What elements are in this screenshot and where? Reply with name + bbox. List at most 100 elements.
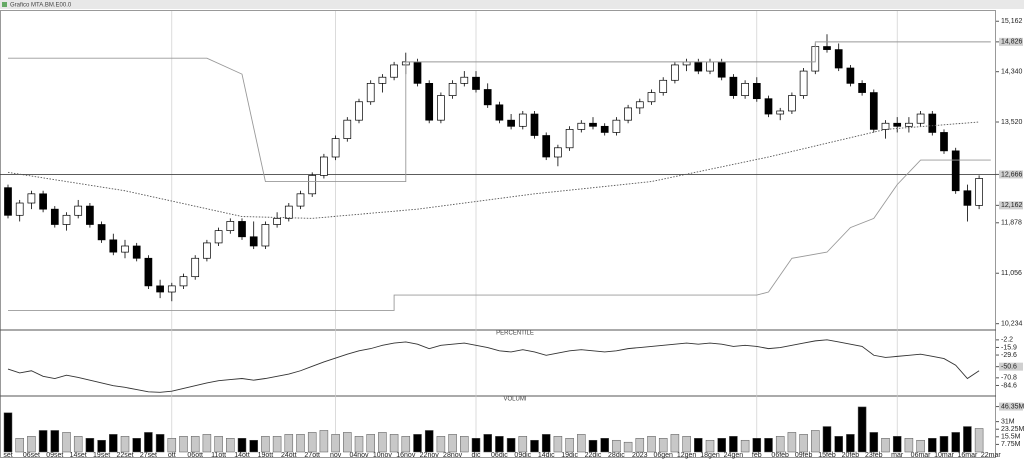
tick-box [999, 362, 1023, 371]
volume-bar [284, 434, 294, 453]
y-tick-label: 10,234 [1001, 321, 1023, 328]
volume-bar [787, 432, 797, 453]
candle-body [308, 175, 317, 195]
x-tick-label: 06ott [187, 452, 203, 459]
volume-bar [27, 436, 36, 453]
volume-bar [62, 432, 71, 453]
candle-body [132, 245, 141, 259]
volume-bar [822, 426, 832, 453]
candle-body [86, 205, 94, 225]
volume-bar [857, 406, 867, 453]
x-tick-label: 24gen [724, 452, 744, 459]
candle-body [179, 276, 188, 287]
candle-body [916, 113, 925, 124]
x-tick-label: 14set [70, 452, 87, 459]
candle-body [975, 178, 983, 206]
x-tick-label: ott [168, 452, 176, 459]
volume-bar [495, 436, 504, 453]
volume-bar [881, 438, 890, 453]
x-tick-label: 10mar [934, 452, 955, 459]
y-tick-label: -84.6 [1001, 382, 1017, 389]
candle-body [226, 221, 235, 231]
volume-bar [506, 438, 516, 453]
volume-bar [612, 439, 621, 453]
volume-bar [834, 436, 843, 453]
volume-bar [565, 438, 574, 453]
x-tick-label: 19dic [561, 452, 578, 459]
candle-body [542, 135, 551, 158]
y-tick-label: 11,056 [1001, 270, 1022, 277]
volume-bar [424, 430, 434, 453]
candle-body [940, 132, 948, 152]
x-tick-label: 14ott [234, 452, 250, 459]
volume-bar [717, 438, 726, 453]
candle-body [694, 61, 703, 72]
candle-body [905, 122, 913, 127]
candle-body [530, 113, 539, 136]
x-tick-label: 22mar [981, 452, 1002, 459]
volume-bar [179, 436, 188, 453]
tick-box [999, 201, 1023, 210]
candle-body [144, 257, 153, 287]
volume-bar [541, 434, 551, 453]
title-bar [0, 0, 1024, 9]
x-tick-label: dic [472, 452, 481, 459]
y-tick-label: -15.9 [1001, 344, 1017, 351]
candle-body [624, 107, 632, 121]
x-tick-label: 22nov [420, 452, 440, 459]
candle-body [869, 92, 878, 130]
candle-body [203, 242, 211, 259]
x-tick-label: 11ott [211, 452, 226, 459]
x-tick-label: 09feb [795, 452, 813, 459]
tick-box [999, 37, 1023, 46]
volume-bar [705, 439, 715, 453]
candle-body [320, 156, 328, 176]
candle-body [273, 218, 281, 225]
candle-body [659, 79, 668, 93]
candle-body [121, 245, 129, 253]
candle-body [331, 138, 340, 158]
x-tick-label: 27ott [304, 452, 320, 459]
candle-body [600, 125, 609, 133]
volume-bar [483, 434, 492, 453]
volume-bar [237, 438, 247, 453]
volume-bar [740, 439, 750, 453]
volume-bar [471, 438, 481, 453]
x-tick-label: nov [330, 452, 342, 459]
candle-body [39, 193, 47, 210]
candle-body [50, 208, 59, 225]
volume-bar [354, 436, 364, 453]
candle-body [963, 190, 972, 206]
candle-body [74, 205, 83, 216]
x-tick-label: 06feb [771, 452, 789, 459]
x-tick-label: 09dic [514, 452, 531, 459]
volume-bar [366, 434, 375, 453]
volume-bar [296, 434, 305, 453]
volume-bar [600, 438, 609, 453]
volume-bar [775, 436, 785, 453]
tick-box [999, 402, 1023, 411]
y-tick-label: 23.25M [1001, 426, 1024, 433]
x-tick-label: 19ott [258, 452, 274, 459]
candle-body [565, 129, 574, 149]
volume-bar [799, 434, 808, 453]
volume-bar [109, 434, 118, 453]
x-tick-label: 10nov [373, 452, 393, 459]
candle-body [413, 61, 422, 84]
candle-body [238, 221, 246, 238]
candle-body [507, 119, 515, 127]
volume-bar [623, 441, 633, 453]
volume-bar [249, 439, 258, 453]
x-tick-label: 04nov [349, 452, 369, 459]
candle-body [554, 147, 562, 158]
volume-bar [331, 434, 340, 453]
volume-bar [951, 432, 960, 453]
volume-bar [85, 438, 95, 453]
x-tick-label: mar [891, 452, 904, 459]
x-tick-label: 06dic [491, 452, 508, 459]
x-tick-label: 14dic [538, 452, 555, 459]
candle-body [191, 257, 200, 278]
overlay-line [8, 159, 991, 311]
candle-body [460, 76, 469, 84]
